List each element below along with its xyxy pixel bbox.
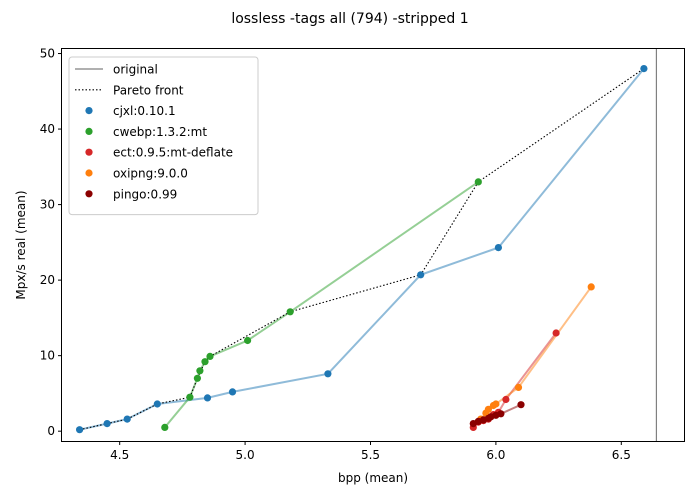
data-point	[153, 400, 161, 408]
legend-label: cwebp:1.3.2:mt	[113, 125, 207, 139]
legend-pingo-0-99: pingo:0.99	[85, 187, 177, 201]
series-line-oxipng-9-0-0	[480, 286, 593, 420]
data-point	[76, 426, 84, 434]
series-points-oxipng-9-0-0	[477, 283, 595, 423]
data-point	[201, 358, 209, 366]
legend-swatch	[85, 127, 93, 135]
series-points-cwebp-1-3-2-mt	[161, 178, 482, 431]
data-point	[196, 367, 204, 375]
data-point	[103, 420, 111, 428]
x-axis-label: bpp (mean)	[338, 471, 408, 485]
data-point	[161, 423, 169, 431]
y-tick-label: 50	[40, 47, 55, 61]
data-point	[206, 352, 214, 360]
data-point	[286, 308, 294, 316]
data-point	[492, 400, 500, 408]
legend-swatch	[85, 107, 93, 115]
chart-title: lossless -tags all (794) -stripped 1	[231, 11, 468, 27]
x-tick-label: 5.0	[236, 448, 255, 462]
x-tick-label: 4.5	[110, 448, 129, 462]
legend-swatch	[85, 169, 93, 177]
data-point	[417, 271, 425, 279]
plot-frame	[61, 48, 685, 442]
data-point	[502, 395, 510, 404]
data-point	[123, 415, 131, 423]
legend-ect-0-9-5-mt-deflate: ect:0.9.5:mt-deflate	[85, 146, 233, 160]
legend-label: ect:0.9.5:mt-deflate	[113, 146, 233, 160]
x-axis: 4.5 5.0 5.5 6.0 6.5	[110, 441, 631, 462]
legend-cjxl-0-10-1: cjxl:0.10.1	[85, 104, 176, 118]
legend-oxipng-9-0-0: oxipng:9.0.0	[85, 167, 188, 181]
x-tick-label: 5.5	[361, 448, 380, 462]
data-point	[186, 393, 194, 401]
legend-label: oxipng:9.0.0	[113, 167, 188, 181]
data-point	[497, 410, 505, 418]
data-point	[484, 405, 492, 413]
legend-pareto-front: Pareto front	[75, 83, 184, 97]
data-point	[474, 178, 482, 186]
legend-swatch	[85, 190, 93, 198]
legend-label: cjxl:0.10.1	[113, 104, 176, 118]
data-point	[514, 383, 523, 391]
x-tick-label: 6.5	[612, 448, 631, 462]
legend-label: Pareto front	[113, 83, 184, 97]
legend-label: pingo:0.99	[113, 187, 177, 201]
data-point	[203, 394, 212, 402]
data-point	[324, 370, 332, 378]
series-points-pingo-0-99	[469, 401, 525, 428]
y-tick-label: 10	[40, 349, 55, 363]
data-point	[494, 244, 502, 252]
series-line-cjxl-0-10-1	[79, 67, 645, 431]
series-line-cwebp-1-3-2-mt	[164, 181, 479, 429]
data-point	[228, 388, 237, 396]
series-points-cjxl-0-10-1	[76, 65, 648, 434]
y-axis: 0 10 20 30 40 50	[40, 47, 62, 438]
x-tick-label: 6.0	[486, 448, 505, 462]
legend-original: original	[75, 63, 158, 77]
y-axis-label: Mpx/s real (mean)	[14, 190, 28, 299]
plot-points	[76, 65, 648, 434]
data-point	[587, 283, 595, 291]
legend: original Pareto front cjxl:0.10.1 cwebp:1.3…	[68, 56, 259, 216]
legend-label: original	[113, 63, 158, 77]
data-point	[640, 65, 648, 73]
data-point	[193, 374, 201, 382]
y-tick-label: 30	[40, 198, 55, 212]
data-point	[552, 329, 560, 337]
data-point	[517, 401, 525, 409]
legend-box	[68, 56, 259, 216]
y-tick-label: 0	[47, 424, 55, 438]
y-tick-label: 20	[40, 273, 55, 287]
y-tick-label: 40	[40, 122, 55, 136]
legend-cwebp-1-3-2-mt: cwebp:1.3.2:mt	[85, 125, 207, 139]
data-point	[244, 336, 252, 345]
pareto-front-line	[79, 68, 645, 431]
legend-swatch	[85, 148, 93, 156]
